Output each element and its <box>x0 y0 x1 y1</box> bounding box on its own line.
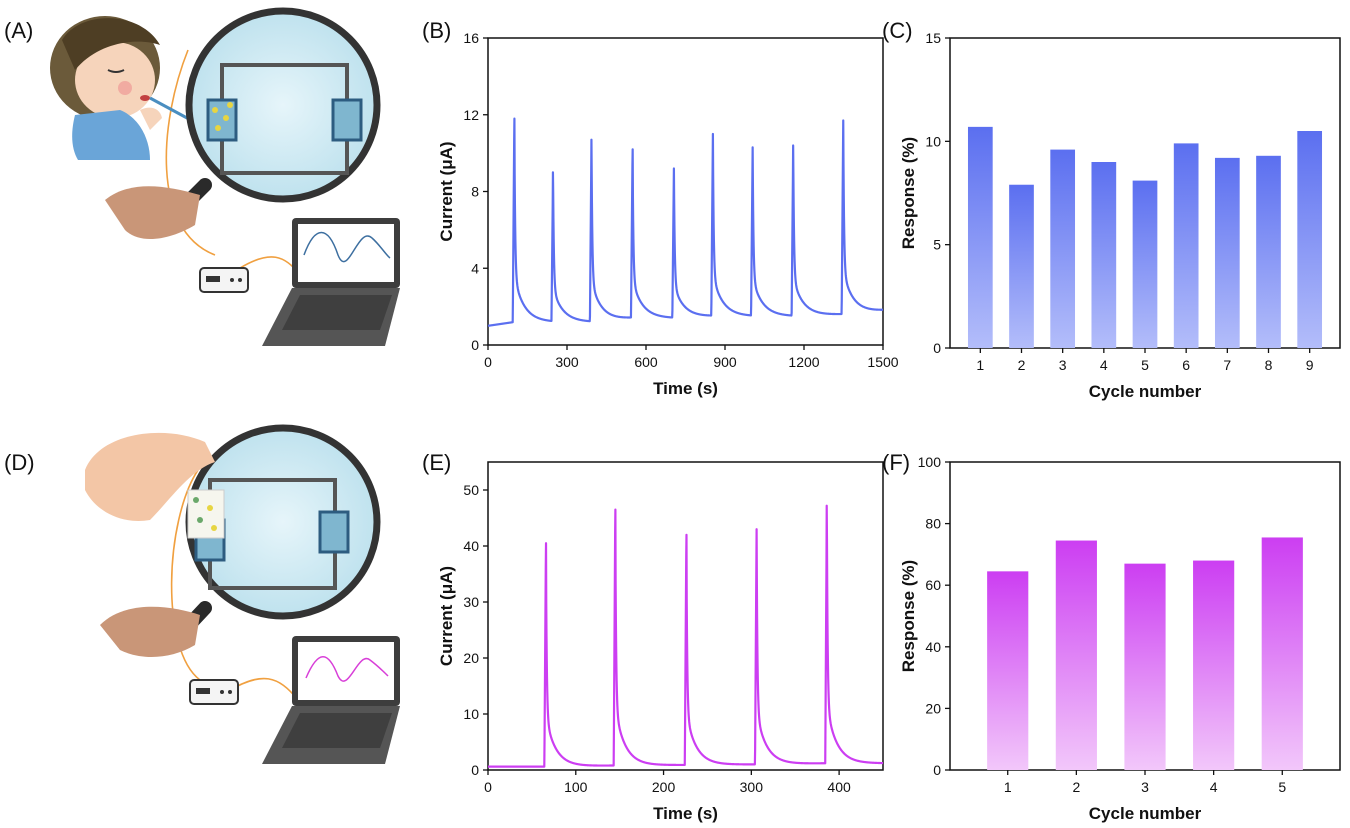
sensor-chip-icon <box>212 102 233 131</box>
illustration-d <box>85 424 400 764</box>
illustration-a <box>50 7 400 346</box>
x-tick-label: 3 <box>1059 357 1067 373</box>
x-tick-label: 4 <box>1100 357 1108 373</box>
y-tick-label: 50 <box>463 482 479 498</box>
x-tick-label: 300 <box>740 779 764 795</box>
device-box-icon <box>199 267 249 293</box>
y-tick-label: 20 <box>463 650 479 666</box>
y-tick-label: 0 <box>471 337 479 353</box>
y-tick-label: 20 <box>925 700 941 716</box>
laptop-icon <box>262 218 400 346</box>
x-tick-label: 9 <box>1306 357 1314 373</box>
bar-4 <box>1091 162 1117 348</box>
x-tick-label: 400 <box>827 779 851 795</box>
y-tick-label: 40 <box>463 538 479 554</box>
x-tick-label: 1 <box>1004 779 1012 795</box>
x-tick-label: 1500 <box>867 354 898 370</box>
wire <box>165 49 216 256</box>
y-axis-label: Current (μA) <box>437 566 456 666</box>
y-tick-label: 4 <box>471 260 479 276</box>
series-line <box>487 117 884 327</box>
panel-label-d: (D) <box>4 450 35 475</box>
y-tick-label: 60 <box>925 577 941 593</box>
y-tick-label: 16 <box>463 30 479 46</box>
panel-label-b: (B) <box>422 18 451 43</box>
y-tick-label: 8 <box>471 184 479 200</box>
bar-3 <box>1124 563 1166 770</box>
panel-label-c: (C) <box>882 18 913 43</box>
y-tick-label: 5 <box>933 237 941 253</box>
y-tick-label: 100 <box>918 454 942 470</box>
x-axis-label: Time (s) <box>653 804 718 823</box>
chart-c: Response (%) Cycle number 0 5 10 15 1 2 3 4 5 6 7 8 9 <box>899 30 1341 401</box>
x-tick-label: 2 <box>1018 357 1026 373</box>
chart-b: Current (μA) Time (s) 0 4 8 12 16 0 300 600 900 120… <box>437 30 899 398</box>
y-tick-label: 0 <box>471 762 479 778</box>
panel-label-a: (A) <box>4 18 33 43</box>
bar-5 <box>1261 537 1303 770</box>
panel-label-f: (F) <box>882 450 910 475</box>
y-tick-label: 0 <box>933 340 941 356</box>
hand-icon <box>105 186 200 240</box>
chart-e: Current (μA) Time (s) 0 10 20 30 40 50 0 100 200 30… <box>437 461 884 823</box>
y-tick-label: 0 <box>933 762 941 778</box>
x-tick-label: 5 <box>1278 779 1286 795</box>
x-tick-label: 100 <box>564 779 588 795</box>
x-tick-label: 0 <box>484 779 492 795</box>
x-tick-label: 4 <box>1210 779 1218 795</box>
x-tick-label: 2 <box>1072 779 1080 795</box>
x-tick-label: 600 <box>634 354 658 370</box>
y-tick-label: 30 <box>463 594 479 610</box>
bar-2 <box>1055 540 1097 770</box>
bar-8 <box>1256 155 1281 348</box>
x-axis-label: Time (s) <box>653 379 718 398</box>
x-tick-label: 1200 <box>788 354 819 370</box>
wire <box>170 469 201 681</box>
x-tick-label: 900 <box>713 354 737 370</box>
bar-2 <box>1009 184 1034 348</box>
bar-6 <box>1173 143 1199 348</box>
plot-frame <box>487 37 884 346</box>
x-tick-label: 200 <box>652 779 676 795</box>
bar-1 <box>987 571 1029 770</box>
y-axis-label: Response (%) <box>899 137 918 249</box>
chart-f: Response (%) Cycle number 0 20 40 60 80 100 1 2 3 4… <box>899 454 1341 823</box>
x-axis-label: Cycle number <box>1089 804 1202 823</box>
bar-7 <box>1214 157 1240 348</box>
y-axis-label: Response (%) <box>899 560 918 672</box>
fingertip-icon <box>85 432 215 521</box>
x-tick-label: 3 <box>1141 779 1149 795</box>
bar-4 <box>1193 560 1235 770</box>
y-tick-label: 12 <box>463 107 479 123</box>
y-axis-label: Current (μA) <box>437 141 456 241</box>
x-tick-label: 5 <box>1141 357 1149 373</box>
y-tick-label: 80 <box>925 516 941 532</box>
hand-icon <box>100 606 200 657</box>
laptop-icon <box>262 636 400 764</box>
magnifier-icon <box>168 7 381 222</box>
y-tick-label: 40 <box>925 639 941 655</box>
bar-3 <box>1050 149 1076 348</box>
x-tick-label: 1 <box>976 357 984 373</box>
x-tick-label: 8 <box>1265 357 1273 373</box>
y-tick-label: 10 <box>463 706 479 722</box>
plot-frame <box>487 461 884 771</box>
bar-5 <box>1132 180 1158 348</box>
x-tick-label: 0 <box>484 354 492 370</box>
x-axis-label: Cycle number <box>1089 382 1202 401</box>
series-line <box>487 504 884 768</box>
device-box-icon <box>189 679 239 705</box>
y-tick-label: 15 <box>925 30 941 46</box>
wire <box>229 677 299 701</box>
y-tick-label: 10 <box>925 133 941 149</box>
sensor-chip-icon <box>187 489 225 539</box>
x-tick-label: 7 <box>1223 357 1231 373</box>
panel-label-e: (E) <box>422 450 451 475</box>
bar-9 <box>1297 131 1323 348</box>
x-tick-label: 300 <box>555 354 579 370</box>
child-drinking-illustration <box>50 16 201 160</box>
x-tick-label: 6 <box>1182 357 1190 373</box>
bar-1 <box>967 126 993 348</box>
